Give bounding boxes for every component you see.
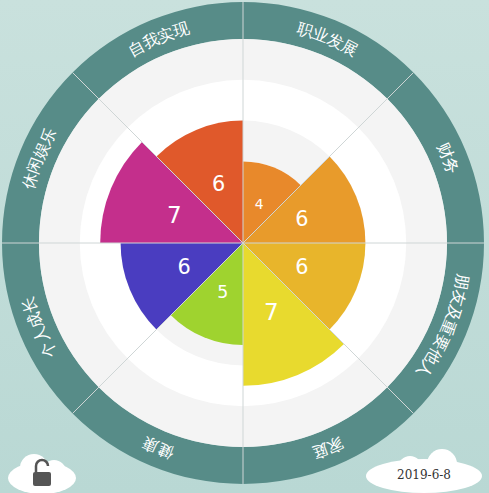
category-label-path: 休闲娱乐 bbox=[18, 125, 60, 191]
category-label: 休闲娱乐 bbox=[18, 125, 60, 191]
data-label: 7 bbox=[167, 202, 182, 228]
spoke bbox=[2, 243, 243, 244]
sector bbox=[156, 121, 243, 243]
chart: 46675676职业发展财务朋友及重要他人家庭健康个人成长休闲娱乐自我实现201… bbox=[0, 0, 489, 493]
date-label: 2019-6-8 bbox=[397, 468, 451, 482]
date-cloud: 2019-6-8 bbox=[366, 449, 482, 493]
category-label-path: 家庭 bbox=[310, 433, 347, 463]
data-label: 4 bbox=[255, 196, 264, 212]
data-label: 6 bbox=[178, 255, 191, 279]
sector bbox=[243, 156, 365, 243]
spoke bbox=[243, 2, 244, 243]
data-label: 6 bbox=[212, 172, 225, 196]
data-label: 6 bbox=[295, 207, 308, 231]
category-label: 职业发展 bbox=[295, 18, 361, 60]
spoke bbox=[73, 243, 243, 413]
data-label: 5 bbox=[217, 282, 228, 302]
outer-ring bbox=[2, 2, 484, 484]
spoke bbox=[243, 73, 413, 243]
sector bbox=[243, 243, 344, 386]
spokes bbox=[2, 2, 484, 484]
spoke bbox=[243, 243, 484, 244]
lock-icon[interactable] bbox=[8, 454, 76, 493]
category-label-path: 财务 bbox=[433, 139, 463, 176]
category-label-path: 自我实现 bbox=[125, 18, 191, 60]
spoke bbox=[243, 243, 413, 413]
category-label: 家庭 bbox=[310, 433, 347, 463]
background bbox=[0, 0, 489, 493]
data-label: 6 bbox=[295, 255, 308, 279]
category-label-path: 健康 bbox=[139, 433, 176, 463]
data-label: 7 bbox=[264, 299, 279, 325]
plot: 46675676职业发展财务朋友及重要他人家庭健康个人成长休闲娱乐自我实现 bbox=[2, 2, 484, 484]
category-label: 财务 bbox=[433, 139, 463, 176]
category-label: 朋友及重要他人 bbox=[413, 273, 473, 383]
category-label: 自我实现 bbox=[125, 18, 191, 60]
category-label-path: 职业发展 bbox=[295, 18, 361, 60]
spoke bbox=[243, 243, 244, 484]
sector bbox=[121, 243, 243, 330]
category-label: 健康 bbox=[139, 433, 176, 463]
data-labels: 46675676 bbox=[167, 172, 308, 324]
category-label: 个人成长 bbox=[18, 295, 60, 361]
category-label-path: 个人成长 bbox=[18, 295, 60, 361]
spoke bbox=[73, 73, 243, 243]
category-label-path: 朋友及重要他人 bbox=[413, 273, 473, 383]
